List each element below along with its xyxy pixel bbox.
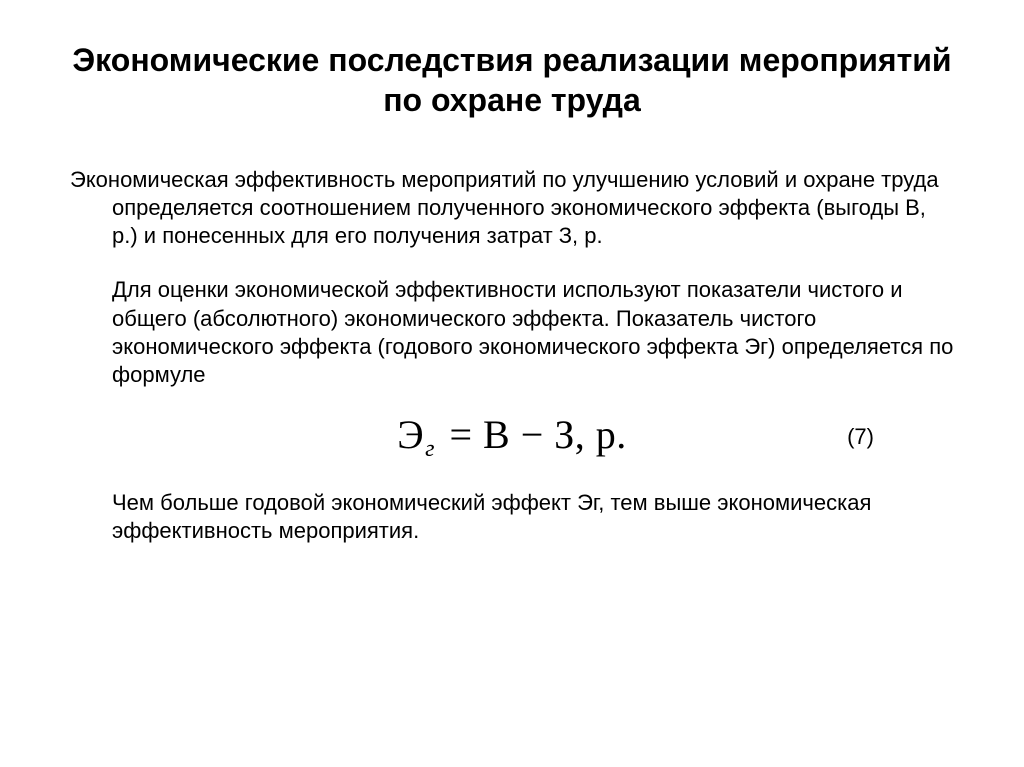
paragraph-2: Для оценки экономической эффективности и… bbox=[70, 276, 954, 389]
formula: Эг = В − З, р. bbox=[397, 409, 627, 465]
equation-number: (7) bbox=[847, 423, 874, 451]
paragraph-3: Чем больше годовой экономический эффект … bbox=[70, 489, 954, 545]
body-text: Экономическая эффективность мероприятий … bbox=[70, 166, 954, 545]
formula-subscript: г bbox=[424, 436, 439, 462]
slide-title: Экономические последствия реализации мер… bbox=[70, 40, 954, 120]
formula-rhs: = В − З, р. bbox=[439, 412, 627, 457]
spacer bbox=[70, 250, 954, 276]
formula-lhs: Э bbox=[397, 412, 424, 457]
slide: Экономические последствия реализации мер… bbox=[0, 0, 1024, 767]
paragraph-1: Экономическая эффективность мероприятий … bbox=[70, 166, 954, 250]
formula-row: Эг = В − З, р. (7) bbox=[70, 409, 954, 465]
